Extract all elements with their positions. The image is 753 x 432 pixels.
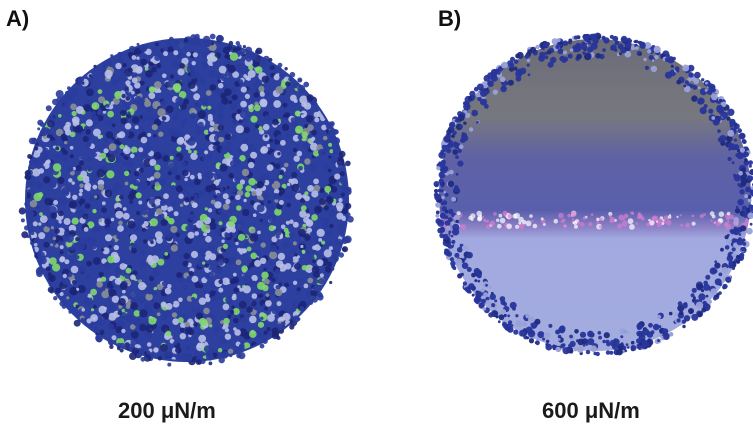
panel-a-label: A) <box>6 6 30 31</box>
sphere-b-image <box>433 32 753 357</box>
sphere-b-pink-band <box>439 210 751 230</box>
panel-a: A) 200 μN/m <box>0 0 376 432</box>
panel-b-caption: 600 μN/m <box>542 398 640 423</box>
panel-a-caption: 200 μN/m <box>118 398 216 423</box>
sphere-a-speckles <box>27 40 347 360</box>
sphere-b-body <box>439 39 751 351</box>
panel-b: B) 600 μN/m <box>376 0 753 432</box>
sphere-a-image <box>18 33 354 367</box>
sphere-a-rough-edge <box>18 33 354 367</box>
sphere-b-rim <box>433 32 753 357</box>
panel-b-label: B) <box>438 6 462 31</box>
